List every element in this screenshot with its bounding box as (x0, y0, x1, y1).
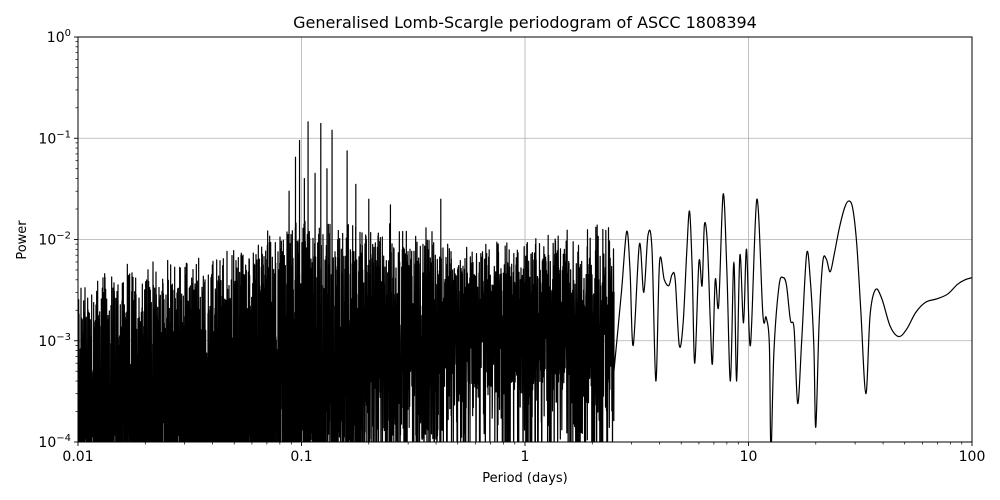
y-tick-label: 10−4 (38, 433, 71, 451)
chart-title: Generalised Lomb-Scargle periodogram of … (293, 13, 757, 32)
power-series-line (78, 121, 972, 442)
y-axis: 100 10−1 10−2 10−3 10−4 (38, 28, 78, 451)
x-tick-label: 0.1 (290, 449, 312, 465)
x-tick-label: 100 (959, 449, 986, 465)
x-axis: 0.01 0.1 1 10 100 (62, 442, 985, 465)
x-tick-label: 0.01 (62, 449, 93, 465)
y-tick-label: 100 (47, 28, 71, 46)
y-tick-label: 10−1 (38, 129, 71, 147)
y-tick-label: 10−2 (38, 231, 71, 249)
y-tick-label: 10−3 (38, 332, 71, 350)
y-axis-label: Power (15, 220, 30, 260)
x-tick-label: 10 (740, 449, 758, 465)
x-tick-label: 1 (521, 449, 530, 465)
x-axis-label: Period (days) (482, 471, 568, 486)
